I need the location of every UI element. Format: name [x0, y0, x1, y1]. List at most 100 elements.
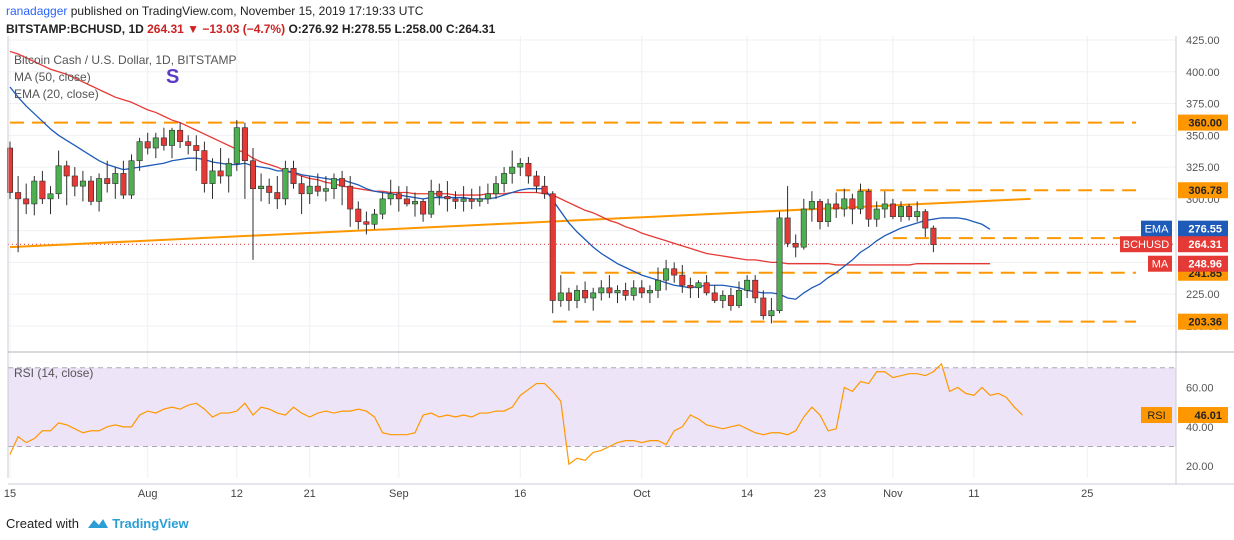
candle-body — [7, 147, 14, 193]
candle — [15, 175, 22, 253]
candle-body — [501, 173, 508, 184]
x-tick-label: Nov — [883, 488, 903, 500]
candle-body — [922, 211, 929, 229]
rsi-badge-label: RSI — [1147, 410, 1165, 422]
last-price-badge-tag — [1120, 236, 1172, 253]
level-badge — [1178, 114, 1228, 131]
candle-body — [703, 282, 710, 294]
candle — [630, 280, 637, 301]
ema-badge-value: 276.55 — [1188, 224, 1222, 236]
candle-body — [792, 243, 799, 248]
level-badge — [1178, 313, 1228, 330]
candle — [735, 281, 742, 309]
candle — [727, 287, 734, 311]
candle-body — [800, 208, 807, 248]
level-label: 360.00 — [1188, 118, 1222, 130]
rsi-tick-label: 20.00 — [1186, 461, 1214, 473]
candle — [452, 191, 459, 210]
ema-legend[interactable]: EMA (20, close) — [14, 87, 99, 101]
candle — [671, 262, 678, 283]
candle-body — [573, 290, 580, 301]
candle — [47, 186, 54, 215]
candle — [314, 173, 321, 197]
publish-text: published on TradingView.com, November 1… — [70, 4, 424, 18]
candle — [250, 148, 257, 260]
candle — [646, 285, 653, 304]
candle — [39, 170, 46, 204]
candle-body — [112, 173, 119, 184]
candle-body — [897, 206, 904, 217]
candle-body — [201, 150, 208, 184]
candle-body — [889, 203, 896, 217]
candle — [881, 191, 888, 218]
candle — [598, 280, 605, 301]
rsi-tick-label: 40.00 — [1186, 422, 1214, 434]
candle-body — [403, 198, 410, 205]
last-price-badge: BCHUSD 264.31 — [1120, 236, 1228, 253]
candle-body — [395, 193, 402, 200]
candle-body — [298, 183, 305, 195]
author-name[interactable]: ranadagger — [6, 4, 68, 18]
candle-body — [330, 178, 337, 189]
price-chart[interactable]: 200.00225.00250.00275.00300.00325.00350.… — [0, 0, 1234, 510]
candle — [23, 183, 30, 215]
rsi-legend[interactable]: RSI (14, close) — [14, 366, 94, 380]
candle-body — [444, 196, 451, 200]
candle-body — [865, 190, 872, 220]
candle-body — [590, 292, 597, 299]
candle-body — [128, 160, 135, 196]
rsi-badge-value: 46.01 — [1194, 410, 1222, 422]
candle-body — [55, 165, 62, 195]
candle — [654, 267, 661, 298]
candle-body — [638, 287, 645, 294]
candle-body — [541, 185, 548, 195]
candle — [363, 211, 370, 235]
candle — [144, 132, 151, 155]
candle — [322, 175, 329, 202]
candle — [679, 264, 686, 293]
tradingview-brand[interactable]: TradingView — [112, 516, 189, 531]
level-label: 203.36 — [1188, 317, 1222, 329]
candle — [217, 148, 224, 184]
candle-body — [533, 175, 540, 187]
ma-badge: MA 248.96 — [1148, 255, 1228, 272]
candle — [865, 188, 872, 227]
candle — [816, 198, 823, 230]
candle — [784, 186, 791, 248]
candle-body — [379, 198, 386, 215]
candle-body — [727, 295, 734, 306]
x-tick-label: 12 — [231, 488, 243, 500]
candle-body — [322, 188, 329, 192]
x-tick-label: 21 — [304, 488, 316, 500]
candle-body — [282, 168, 289, 200]
candle-body — [160, 137, 167, 146]
x-tick-label: 23 — [814, 488, 826, 500]
candle — [719, 290, 726, 309]
candle-body — [250, 160, 257, 189]
candle-body — [152, 137, 159, 149]
ma-legend[interactable]: MA (50, close) — [14, 70, 91, 84]
candle — [525, 156, 532, 184]
candle-body — [582, 290, 589, 299]
last-price-badge-value-box — [1178, 236, 1228, 253]
candle — [31, 175, 38, 216]
candle — [833, 192, 840, 218]
x-tick-label: Oct — [633, 488, 650, 500]
symbol-name: BITSTAMP:BCHUSD, 1D — [6, 22, 144, 36]
ema-badge-value-box — [1178, 220, 1228, 237]
rsi-badge-tag — [1141, 407, 1172, 424]
candle-body — [193, 145, 200, 151]
candle — [606, 275, 613, 298]
candle-body — [47, 193, 54, 200]
candle — [436, 183, 443, 206]
candle-body — [833, 203, 840, 210]
candle — [582, 281, 589, 304]
candle — [768, 297, 775, 324]
candle — [387, 179, 394, 206]
candle-body — [314, 185, 321, 192]
candle-body — [492, 183, 499, 195]
candle-body — [290, 168, 297, 184]
candle-body — [768, 310, 775, 317]
ema-badge-tag — [1141, 220, 1172, 237]
candle — [695, 280, 702, 298]
